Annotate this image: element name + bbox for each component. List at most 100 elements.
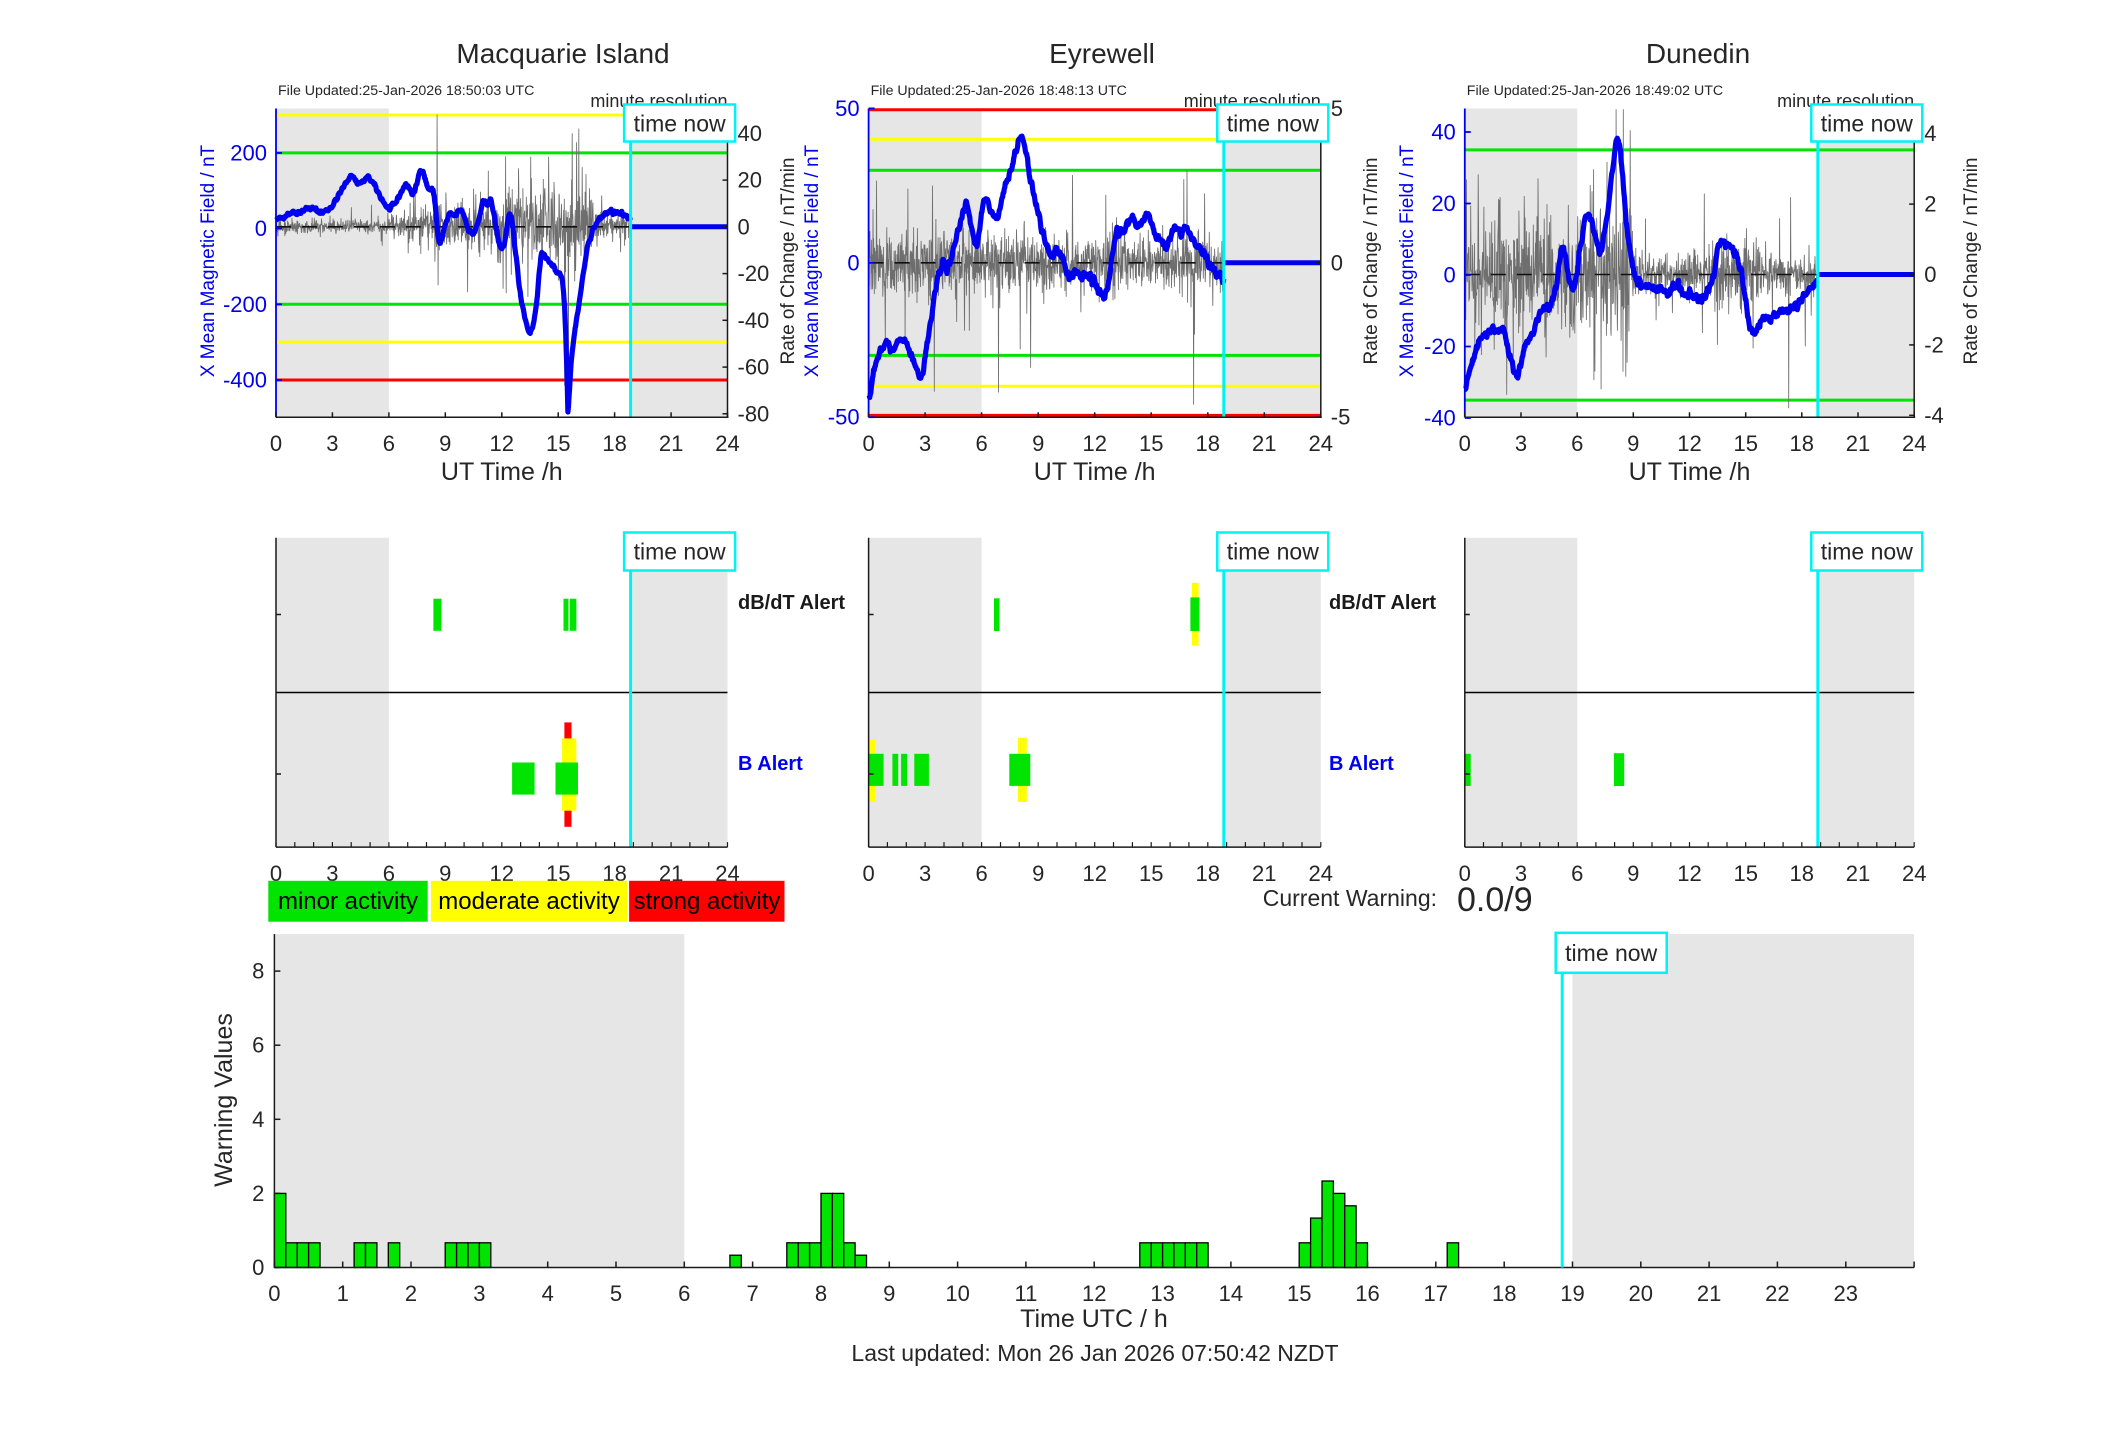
svg-text:7: 7	[746, 1281, 758, 1306]
svg-text:X Mean Magnetic Field / nT: X Mean Magnetic Field / nT	[1397, 144, 1418, 377]
svg-text:12: 12	[1677, 431, 1701, 456]
svg-text:40: 40	[1431, 120, 1455, 145]
svg-text:-80: -80	[738, 401, 770, 426]
svg-text:15: 15	[1139, 431, 1163, 456]
svg-text:0.0/9: 0.0/9	[1457, 881, 1533, 919]
svg-text:12: 12	[1082, 861, 1106, 886]
svg-text:0: 0	[1459, 861, 1471, 886]
svg-text:dB/dT Alert: dB/dT Alert	[738, 592, 845, 614]
svg-text:6: 6	[678, 1281, 690, 1306]
svg-text:18: 18	[1196, 431, 1220, 456]
svg-text:-5: -5	[1331, 405, 1351, 430]
svg-text:2: 2	[1924, 192, 1936, 217]
svg-text:UT Time /h: UT Time /h	[1034, 458, 1156, 486]
svg-text:Warning Values: Warning Values	[210, 1013, 238, 1187]
svg-text:time now: time now	[1821, 111, 1913, 137]
svg-text:3: 3	[473, 1281, 485, 1306]
svg-text:B Alert: B Alert	[1329, 753, 1394, 775]
svg-text:minor activity: minor activity	[278, 888, 418, 915]
svg-text:time now: time now	[634, 539, 726, 565]
svg-text:24: 24	[1309, 861, 1333, 886]
svg-text:6: 6	[252, 1033, 264, 1058]
svg-text:13: 13	[1150, 1281, 1174, 1306]
svg-text:18: 18	[602, 431, 626, 456]
svg-text:15: 15	[1733, 861, 1757, 886]
svg-text:UT Time /h: UT Time /h	[1629, 458, 1751, 486]
svg-text:18: 18	[1790, 431, 1814, 456]
svg-text:0: 0	[862, 431, 874, 456]
svg-text:0: 0	[1444, 263, 1456, 288]
svg-text:12: 12	[1082, 431, 1106, 456]
svg-text:4: 4	[252, 1107, 264, 1132]
svg-text:Macquarie Island: Macquarie Island	[456, 38, 669, 69]
svg-text:10: 10	[945, 1281, 969, 1306]
svg-text:19: 19	[1560, 1281, 1584, 1306]
svg-text:21: 21	[1846, 861, 1870, 886]
svg-text:200: 200	[230, 140, 267, 165]
svg-text:12: 12	[490, 431, 514, 456]
svg-text:4: 4	[542, 1281, 554, 1306]
svg-text:-20: -20	[1424, 334, 1456, 359]
svg-text:6: 6	[975, 431, 987, 456]
svg-text:9: 9	[439, 431, 451, 456]
svg-text:3: 3	[326, 431, 338, 456]
svg-text:Current Warning:: Current Warning:	[1263, 885, 1437, 911]
svg-text:File Updated:25-Jan-2026 18:48: File Updated:25-Jan-2026 18:48:13 UTC	[871, 83, 1127, 99]
svg-text:0: 0	[1331, 250, 1343, 275]
svg-text:Eyrewell: Eyrewell	[1049, 38, 1155, 69]
svg-text:8: 8	[252, 959, 264, 984]
svg-text:5: 5	[610, 1281, 622, 1306]
svg-text:9: 9	[1627, 431, 1639, 456]
svg-text:-4: -4	[1924, 403, 1944, 428]
svg-text:21: 21	[1252, 431, 1276, 456]
svg-text:Dunedin: Dunedin	[1646, 38, 1750, 69]
svg-text:15: 15	[546, 431, 570, 456]
svg-text:-40: -40	[738, 308, 770, 333]
svg-text:UT Time /h: UT Time /h	[441, 458, 563, 486]
svg-text:8: 8	[815, 1281, 827, 1306]
svg-text:B Alert: B Alert	[738, 753, 803, 775]
svg-text:1: 1	[337, 1281, 349, 1306]
svg-text:24: 24	[1309, 431, 1333, 456]
svg-text:time now: time now	[1821, 539, 1913, 565]
svg-text:23: 23	[1834, 1281, 1858, 1306]
svg-text:0: 0	[1924, 262, 1936, 287]
svg-text:0: 0	[252, 1255, 264, 1280]
svg-text:Rate of Change / nT/min: Rate of Change / nT/min	[1961, 158, 1982, 365]
svg-text:2: 2	[405, 1281, 417, 1306]
svg-text:-50: -50	[828, 405, 860, 430]
svg-text:Time UTC / h: Time UTC / h	[1020, 1305, 1168, 1333]
svg-text:18: 18	[1790, 861, 1814, 886]
svg-text:21: 21	[1697, 1281, 1721, 1306]
svg-text:9: 9	[1032, 861, 1044, 886]
svg-text:strong activity: strong activity	[634, 888, 781, 915]
svg-text:11: 11	[1014, 1281, 1037, 1306]
svg-text:24: 24	[1902, 861, 1926, 886]
svg-text:dB/dT Alert: dB/dT Alert	[1329, 592, 1436, 614]
svg-text:9: 9	[883, 1281, 895, 1306]
svg-text:21: 21	[659, 431, 683, 456]
svg-text:2: 2	[252, 1181, 264, 1206]
svg-text:File Updated:25-Jan-2026 18:50: File Updated:25-Jan-2026 18:50:03 UTC	[278, 83, 534, 99]
svg-text:3: 3	[1515, 861, 1527, 886]
svg-text:16: 16	[1355, 1281, 1379, 1306]
svg-text:3: 3	[919, 861, 931, 886]
svg-text:-60: -60	[738, 355, 770, 380]
svg-text:0: 0	[1459, 431, 1471, 456]
svg-text:9: 9	[1627, 861, 1639, 886]
svg-text:18: 18	[1492, 1281, 1516, 1306]
svg-text:X Mean Magnetic Field / nT: X Mean Magnetic Field / nT	[802, 144, 823, 377]
svg-text:0: 0	[270, 431, 282, 456]
svg-text:0: 0	[268, 1281, 280, 1306]
svg-text:21: 21	[1846, 431, 1870, 456]
svg-text:X Mean Magnetic Field / nT: X Mean Magnetic Field / nT	[198, 144, 219, 377]
svg-text:4: 4	[1924, 121, 1936, 146]
svg-text:5: 5	[1331, 96, 1343, 121]
svg-text:15: 15	[1733, 431, 1757, 456]
svg-text:moderate activity: moderate activity	[438, 888, 619, 915]
svg-text:9: 9	[1032, 431, 1044, 456]
svg-text:12: 12	[1082, 1281, 1106, 1306]
svg-text:File Updated:25-Jan-2026 18:49: File Updated:25-Jan-2026 18:49:02 UTC	[1467, 83, 1723, 99]
svg-text:-400: -400	[223, 368, 267, 393]
svg-text:6: 6	[1571, 861, 1583, 886]
